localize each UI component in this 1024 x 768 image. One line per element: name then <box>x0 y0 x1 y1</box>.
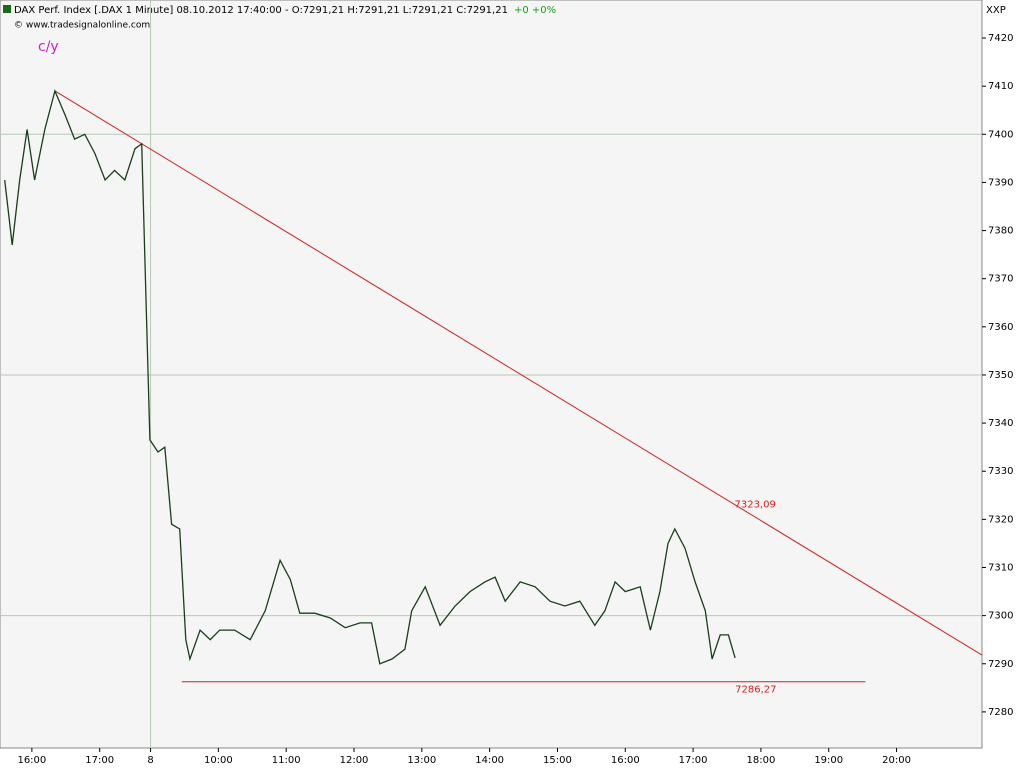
y-tick-label: 7380 <box>988 226 1013 237</box>
trendline-label: 7323,09 <box>734 499 775 510</box>
x-tick-label: 10:00 <box>204 755 233 766</box>
x-tick-label: 16:00 <box>17 755 46 766</box>
x-tick-label: 12:00 <box>340 755 369 766</box>
price-line <box>4 88 736 665</box>
y-tick-label: 7290 <box>988 659 1013 670</box>
x-tick-label: 20:00 <box>882 755 911 766</box>
trendline-label: 7286,27 <box>735 685 776 696</box>
y-tick-label: 7410 <box>988 81 1013 92</box>
y-tick-label: 7330 <box>988 466 1013 477</box>
y-tick-label: 7370 <box>988 274 1013 285</box>
y-tick-label: 7300 <box>988 611 1013 622</box>
x-tick-label: 11:00 <box>272 755 301 766</box>
y-tick-label: 7310 <box>988 562 1013 573</box>
copyright: © www.tradesignalonline.com <box>14 21 150 31</box>
x-tick-label: 8 <box>147 755 153 766</box>
y-tick-label: 7400 <box>988 129 1013 140</box>
x-tick-label: 15:00 <box>543 755 572 766</box>
x-tick-label: 16:00 <box>611 755 640 766</box>
x-tick-label: 13:00 <box>407 755 436 766</box>
trendline <box>54 90 983 656</box>
x-tick-label: 17:00 <box>679 755 708 766</box>
y-tick-label: 7320 <box>988 514 1013 525</box>
x-tick-label: 14:00 <box>475 755 504 766</box>
y-tick-label: 7340 <box>988 418 1013 429</box>
tag: c/y <box>38 39 59 55</box>
y-tick-label: 7280 <box>988 707 1013 718</box>
change: +0 +0% <box>514 5 556 16</box>
plot-area <box>0 0 983 749</box>
y-tick-label: 7390 <box>988 177 1013 188</box>
y-tick-label: 7420 <box>988 33 1013 44</box>
icon <box>3 5 11 13</box>
x-tick-label: 19:00 <box>814 755 843 766</box>
x-tick-label: 18:00 <box>747 755 776 766</box>
chart-title: DAX Perf. Index [.DAX 1 Minute] 08.10.20… <box>14 5 508 16</box>
y-tick-label: 7350 <box>988 370 1013 381</box>
y-tick-label: 7360 <box>988 322 1013 333</box>
x-tick-label: 17:00 <box>85 755 114 766</box>
axis-label: XXP <box>986 5 1006 16</box>
